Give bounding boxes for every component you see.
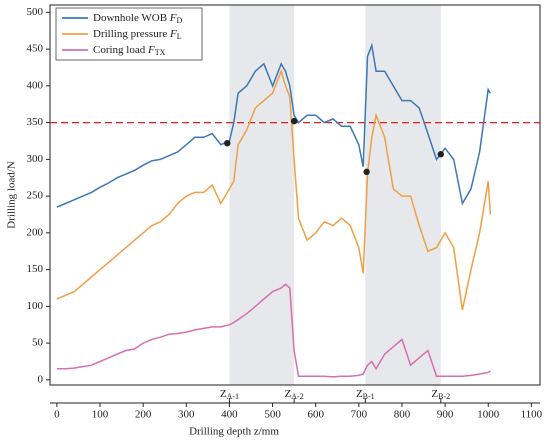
y-tick-label: 400 xyxy=(27,79,44,91)
x-tick-label: 400 xyxy=(221,409,238,421)
series-line xyxy=(56,68,492,311)
series-line xyxy=(56,42,492,208)
y-tick-label: 200 xyxy=(27,226,44,238)
y-tick-label: 450 xyxy=(27,43,44,55)
x-tick-label: 900 xyxy=(437,409,454,421)
plot-frame xyxy=(49,4,541,386)
y-tick-label: 150 xyxy=(27,263,44,275)
x-tick-label: 1000 xyxy=(477,409,500,421)
zone xyxy=(229,5,295,385)
x-axis-title: Drilling depth z/mm xyxy=(189,426,279,438)
x-tick-label: 800 xyxy=(394,409,411,421)
marker-point xyxy=(224,139,231,147)
y-tick-label: 0 xyxy=(38,373,44,385)
series-line xyxy=(56,283,491,378)
marker-point xyxy=(290,117,298,125)
legend-label: Drilling pressure FL xyxy=(93,28,182,41)
y-axis-title: Drilling load/N xyxy=(6,161,18,229)
zone-label: ZB-2 xyxy=(431,388,450,401)
zone-label: ZB-1 xyxy=(356,388,375,401)
zone-label: ZA-1 xyxy=(220,388,239,401)
marker-point xyxy=(363,168,370,176)
x-tick-label: 600 xyxy=(307,409,324,421)
x-tick-label: 500 xyxy=(264,409,281,421)
x-tick-label: 700 xyxy=(351,409,368,421)
y-tick-label: 50 xyxy=(32,337,44,349)
x-tick-label: 100 xyxy=(92,409,109,421)
y-tick-label: 250 xyxy=(27,190,44,202)
marker-point xyxy=(437,151,444,158)
y-tick-label: 100 xyxy=(27,300,44,312)
x-tick-label: 200 xyxy=(135,409,152,421)
zone-label: ZA-2 xyxy=(285,388,304,401)
y-tick-label: 500 xyxy=(27,6,44,18)
legend-label: Coring load FTX xyxy=(93,44,166,57)
y-tick-label: 300 xyxy=(27,153,44,165)
x-tick-label: 0 xyxy=(54,409,60,421)
x-tick-label: 1100 xyxy=(521,409,543,421)
x-tick-label: 300 xyxy=(178,409,195,421)
legend-box xyxy=(55,7,203,61)
zone xyxy=(365,5,441,385)
y-tick-label: 350 xyxy=(27,116,44,128)
legend-label: Downhole WOB FD xyxy=(93,12,183,25)
